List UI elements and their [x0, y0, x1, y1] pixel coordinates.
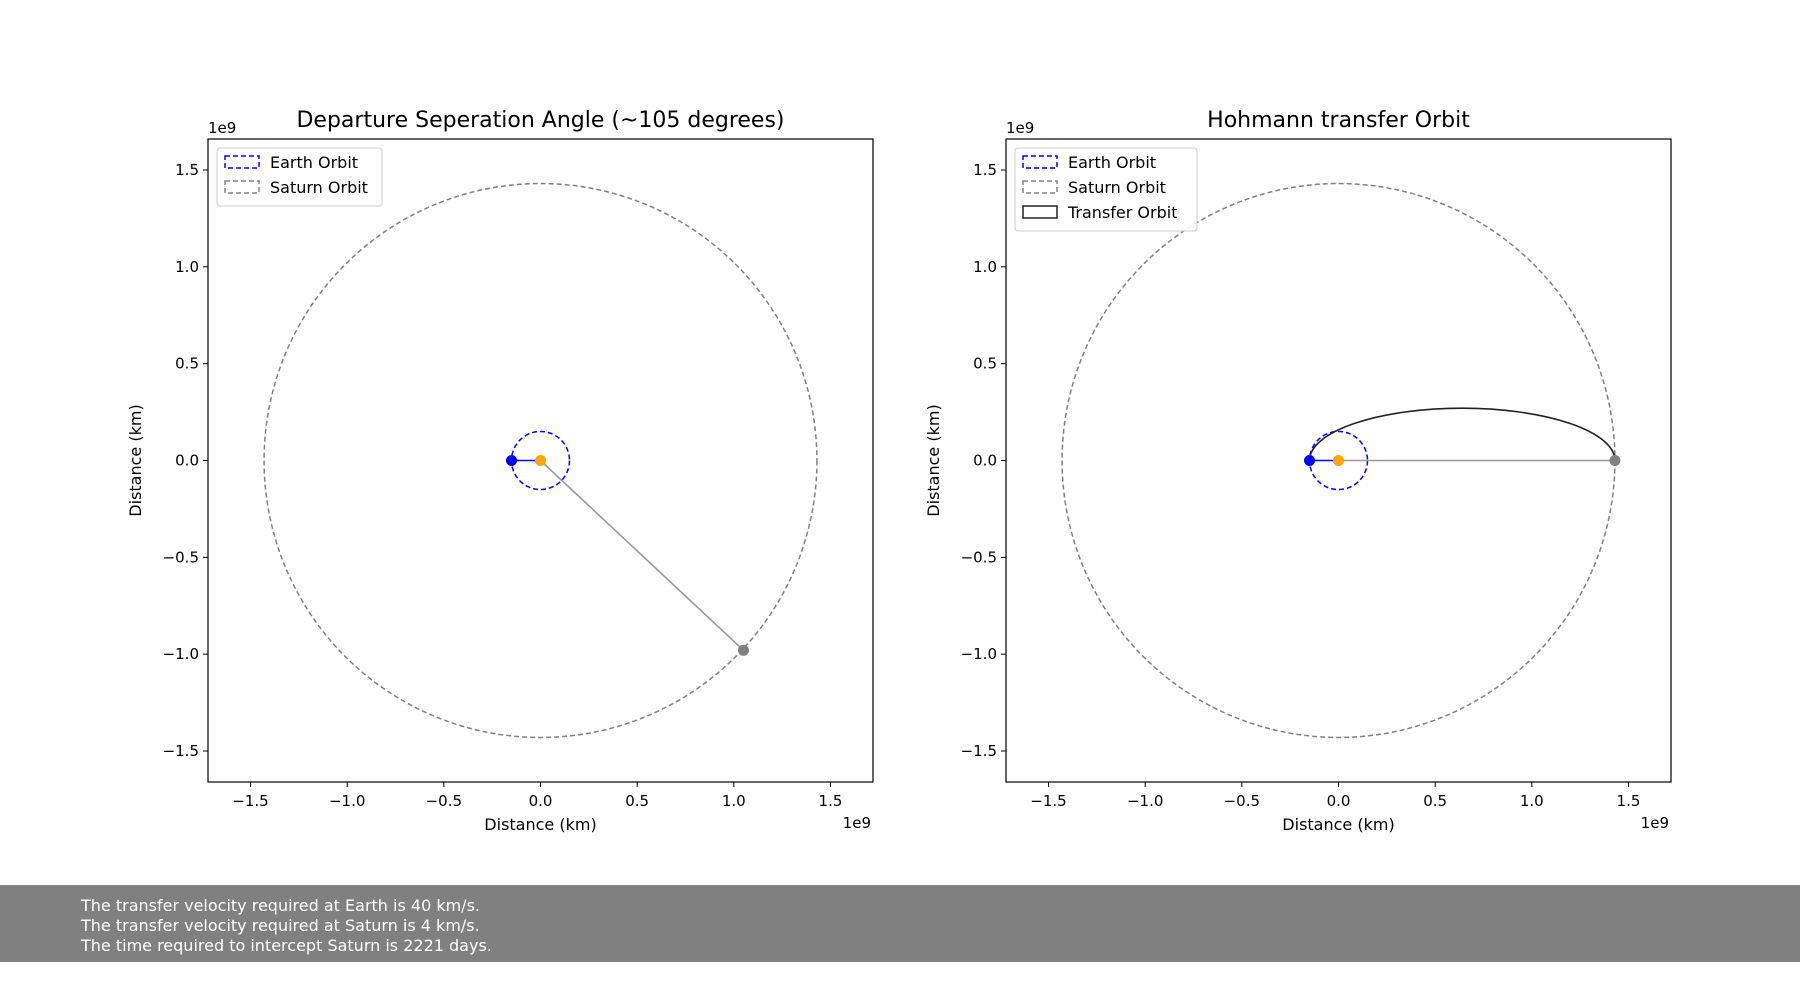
y-tick-label: −1.0 — [961, 645, 997, 663]
legend-label: Transfer Orbit — [1067, 203, 1177, 222]
x-tick-label: 1.5 — [1617, 792, 1641, 810]
y-tick-label: 1.0 — [973, 258, 997, 276]
chart-hohmann-transfer: −1.5 −1.0 −0.5 0.0 0.5 1.0 1.5 −1.5 −1.0 −0.5 0.0 0… — [924, 108, 1672, 834]
x-axis-label: Distance (km) — [1282, 815, 1394, 834]
y-tick-label: −1.0 — [163, 645, 199, 663]
chart-title: Hohmann transfer Orbit — [1207, 108, 1470, 133]
y-tick-label: 0.0 — [973, 452, 997, 470]
plot-area — [1061, 182, 1621, 739]
x-tick-label: 0.0 — [529, 792, 553, 810]
chart-title: Departure Seperation Angle (~105 degrees… — [296, 108, 784, 133]
x-tick-label: 0.0 — [1327, 792, 1351, 810]
y-tick-label: 0.5 — [175, 355, 199, 373]
y-tick-label: −0.5 — [961, 548, 997, 566]
legend-label: Earth Orbit — [1068, 153, 1156, 172]
y-scale-label: 1e9 — [1006, 119, 1034, 137]
x-tick-label: 0.5 — [625, 792, 649, 810]
legend-swatch — [1022, 180, 1058, 194]
transfer-orbit — [1308, 407, 1616, 461]
x-tick-label: 1.5 — [819, 792, 843, 810]
info-line-saturn-velocity: The transfer velocity required at Saturn… — [81, 916, 480, 935]
info-line-intercept-time: The time required to intercept Saturn is… — [81, 936, 492, 955]
y-tick-label: −0.5 — [163, 548, 199, 566]
saturn-radius-line — [539, 459, 745, 651]
legend: Earth Orbit Saturn Orbit — [216, 147, 383, 207]
plot-area — [263, 182, 818, 739]
x-tick-label: −0.5 — [1224, 792, 1260, 810]
y-tick-label: 1.0 — [175, 258, 199, 276]
y-tick-label: 1.5 — [175, 161, 199, 179]
legend-label: Saturn Orbit — [270, 178, 368, 197]
figure: −1.5 −1.0 −0.5 0.0 0.5 1.0 1.5 −1.5 −1.0 −0.5 0.0 0… — [126, 108, 1672, 834]
x-tick-label: 1.0 — [722, 792, 746, 810]
saturn-point — [1609, 455, 1621, 466]
y-axis-label: Distance (km) — [924, 404, 943, 516]
x-tick-label: −1.0 — [329, 792, 365, 810]
x-tick-label: −0.5 — [426, 792, 462, 810]
earth-point — [506, 455, 518, 466]
y-scale-label: 1e9 — [208, 119, 236, 137]
legend-swatch — [1022, 155, 1058, 169]
x-scale-label: 1e9 — [1641, 814, 1669, 832]
x-axis-label: Distance (km) — [484, 815, 596, 834]
y-tick-label: −1.5 — [163, 742, 199, 760]
sun-point — [1333, 455, 1344, 466]
x-scale-label: 1e9 — [843, 814, 871, 832]
x-tick-label: −1.5 — [1030, 792, 1066, 810]
legend-swatch — [224, 180, 260, 194]
y-tick-label: 0.0 — [175, 452, 199, 470]
x-tick-label: −1.5 — [232, 792, 268, 810]
y-tick-label: 1.5 — [973, 161, 997, 179]
info-line-earth-velocity: The transfer velocity required at Earth … — [81, 896, 480, 915]
legend-swatch — [224, 155, 260, 169]
info-panel: The transfer velocity required at Earth … — [0, 885, 1800, 962]
y-tick-label: 0.5 — [973, 355, 997, 373]
legend-label: Saturn Orbit — [1068, 178, 1166, 197]
legend-swatch — [1022, 205, 1058, 219]
saturn-orbit — [263, 182, 818, 739]
earth-point — [1304, 455, 1316, 466]
x-tick-label: 0.5 — [1423, 792, 1447, 810]
y-tick-label: −1.5 — [961, 742, 997, 760]
sun-point — [535, 455, 546, 466]
chart-departure-angle: −1.5 −1.0 −0.5 0.0 0.5 1.0 1.5 −1.5 −1.0 −0.5 0.0 0… — [126, 108, 874, 834]
saturn-point — [737, 644, 749, 656]
legend-label: Earth Orbit — [270, 153, 358, 172]
x-tick-label: 1.0 — [1520, 792, 1544, 810]
x-tick-label: −1.0 — [1127, 792, 1163, 810]
legend: Earth Orbit Saturn Orbit Transfer Orbit — [1014, 147, 1198, 232]
legend-box — [1014, 147, 1198, 232]
y-axis-label: Distance (km) — [126, 404, 145, 516]
